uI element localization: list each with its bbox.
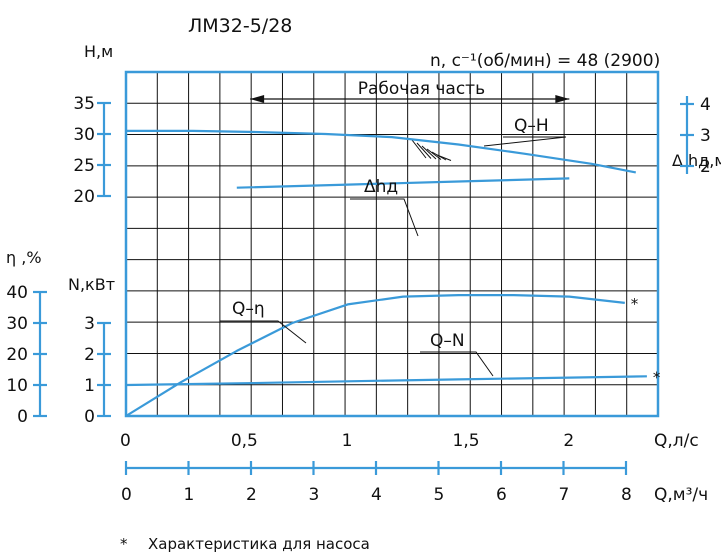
- qh-hatch: [426, 148, 442, 160]
- axis-N-tick-label: 0: [84, 407, 95, 427]
- series-dh-line: [236, 177, 570, 189]
- x2-tick-label: 3: [309, 485, 320, 505]
- operating-range-arrow-right: [555, 95, 570, 103]
- axis-dh-tick-label: 4: [700, 95, 711, 115]
- x-tick-label: 0,5: [231, 431, 258, 451]
- axis-dh-tick-label: 2: [700, 157, 711, 177]
- x2-tick-label: 8: [621, 485, 632, 505]
- x-tick-label: 0: [120, 431, 131, 451]
- series-N-label: Q–N: [430, 331, 465, 351]
- axis-eta-tick-label: 30: [6, 314, 28, 334]
- series-H-line: [126, 129, 637, 174]
- axis-N-tick-label: 2: [84, 345, 95, 365]
- qh-hatch: [436, 154, 452, 161]
- axis-eta-tick-label: 10: [6, 376, 28, 396]
- x-axis-label: Q,л/с: [654, 431, 699, 451]
- axis-N-label: N,кВт: [68, 275, 115, 294]
- axis-N-tick-label: 3: [84, 314, 95, 334]
- plot-frame: [124, 70, 660, 418]
- qh-hatch: [411, 139, 427, 159]
- series-N-marker: *: [653, 368, 661, 386]
- axis-H-tick-label: 25: [73, 156, 95, 176]
- series-N-leader: [420, 351, 494, 377]
- series-dh-label: Δhд: [364, 177, 398, 197]
- axis-dh-label: Δ hд,м: [672, 151, 721, 170]
- series-dh-leader: [350, 198, 419, 237]
- x2-tick-label: 7: [559, 485, 570, 505]
- axis-H-tick-label: 20: [73, 187, 95, 207]
- axis-eta-tick-label: 40: [6, 283, 28, 303]
- x2-tick-label: 2: [246, 485, 257, 505]
- series-H-leader: [483, 136, 567, 147]
- footnote: Характеристика для насоса: [148, 535, 370, 553]
- operating-range-label: Рабочая часть: [358, 79, 485, 99]
- x2-tick-label: 6: [496, 485, 507, 505]
- qh-hatch: [421, 145, 437, 160]
- axis-N-tick-label: 1: [84, 376, 95, 396]
- x-tick-label: 1,5: [453, 431, 480, 451]
- qh-hatch: [416, 142, 432, 159]
- x2-tick-label: 4: [371, 485, 382, 505]
- series-eta-line: [125, 294, 625, 417]
- series-eta-marker: *: [631, 295, 639, 313]
- axis-dh-tick-label: 3: [700, 126, 711, 146]
- speed-label: n, с⁻¹(об/мин) = 48 (2900): [430, 51, 660, 71]
- axis-eta-label: η ,%: [6, 248, 42, 267]
- x2-tick-label: 5: [434, 485, 445, 505]
- x2-tick-label: 0: [121, 485, 132, 505]
- footnote-star: *: [120, 535, 128, 553]
- axis-H-tick-label: 30: [73, 125, 95, 145]
- chart-title: ЛМ32-5/28: [188, 15, 292, 37]
- x2-tick-label: 1: [184, 485, 195, 505]
- series-eta-label: Q–η: [232, 299, 265, 319]
- axis-H-tick-label: 35: [73, 94, 95, 114]
- operating-range-arrow-left: [250, 95, 265, 103]
- axis-eta-tick-label: 0: [17, 407, 28, 427]
- axis-H-label: H,м: [84, 42, 113, 61]
- axis-eta-tick-label: 20: [6, 345, 28, 365]
- x-tick-label: 1: [342, 431, 353, 451]
- series-eta-leader: [220, 320, 307, 344]
- series-N-line: [125, 375, 647, 387]
- series-H-label: Q–H: [514, 116, 549, 136]
- x2-axis-label: Q,м³/ч: [654, 485, 708, 505]
- x-tick-label: 2: [563, 431, 574, 451]
